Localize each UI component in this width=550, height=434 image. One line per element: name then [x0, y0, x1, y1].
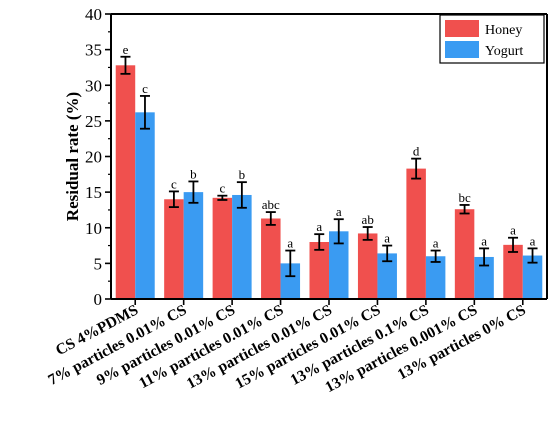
- bar-yogurt-4: [280, 263, 301, 299]
- significance-label-yogurt-5: a: [336, 204, 342, 219]
- significance-label-honey-9: a: [510, 223, 516, 238]
- significance-label-honey-4: abc: [262, 197, 280, 212]
- bar-yogurt-1: [135, 112, 155, 299]
- bar-yogurt-8: [474, 256, 494, 299]
- bar-honey-4: [261, 218, 281, 299]
- bar-yogurt-3: [232, 194, 252, 299]
- significance-label-honey-1: e: [123, 42, 129, 57]
- significance-label-honey-6: ab: [362, 212, 374, 227]
- significance-label-yogurt-6: a: [384, 231, 390, 246]
- significance-label-yogurt-1: c: [142, 81, 148, 96]
- significance-label-yogurt-8: a: [481, 233, 487, 248]
- y-tick-label: 40: [85, 5, 102, 24]
- bar-honey-9: [503, 244, 523, 299]
- bar-yogurt-2: [183, 192, 204, 299]
- bar-honey-1: [115, 65, 136, 299]
- y-tick-label: 30: [85, 76, 102, 95]
- legend: Honey Yogurt: [439, 14, 545, 64]
- legend-label-honey: Honey: [485, 23, 522, 38]
- y-axis-title: Residual rate (%): [63, 92, 82, 221]
- significance-label-yogurt-4: a: [287, 236, 293, 251]
- bar-yogurt-9: [522, 255, 543, 299]
- legend-swatch-yogurt: [445, 41, 479, 58]
- y-tick-label: 0: [94, 290, 103, 309]
- significance-label-honey-5: a: [316, 219, 322, 234]
- bar-honey-6: [357, 233, 378, 299]
- y-tick-label: 5: [94, 254, 103, 273]
- significance-label-yogurt-3: b: [239, 167, 246, 182]
- significance-label-yogurt-9: a: [530, 233, 536, 248]
- significance-label-honey-8: bc: [458, 190, 471, 205]
- y-tick-label: 35: [85, 41, 102, 60]
- bar-yogurt-7: [425, 256, 446, 299]
- bar-honey-5: [309, 242, 329, 299]
- bar-honey-7: [406, 168, 426, 299]
- significance-label-honey-3: c: [219, 181, 225, 196]
- significance-label-yogurt-7: a: [433, 236, 439, 251]
- y-tick-label: 10: [85, 219, 102, 238]
- significance-label-honey-2: c: [171, 176, 177, 191]
- y-tick-label: 25: [85, 112, 102, 131]
- significance-label-yogurt-2: b: [190, 166, 197, 181]
- bar-honey-8: [454, 209, 475, 299]
- bars-layer: [115, 55, 543, 299]
- significance-label-honey-7: d: [413, 144, 420, 159]
- bar-honey-3: [212, 197, 233, 299]
- bar-yogurt-5: [329, 231, 349, 299]
- bar-yogurt-6: [377, 253, 397, 299]
- y-tick-label: 20: [85, 148, 102, 167]
- legend-label-yogurt: Yogurt: [485, 44, 523, 59]
- legend-swatch-honey: [445, 20, 479, 37]
- y-tick-label: 15: [85, 183, 102, 202]
- bar-honey-2: [164, 199, 184, 299]
